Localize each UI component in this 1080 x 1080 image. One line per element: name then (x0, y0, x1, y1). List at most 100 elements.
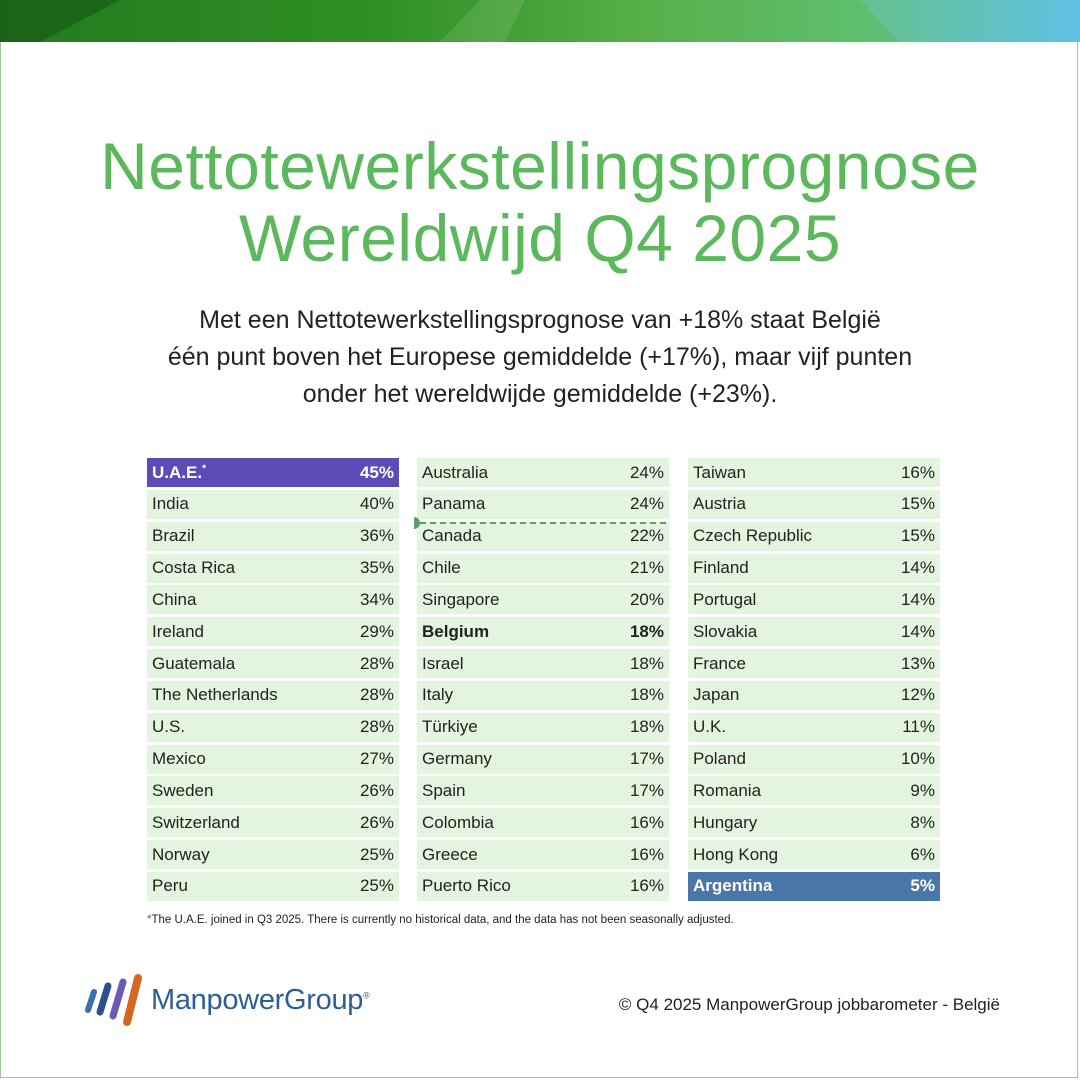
country-label: Slovakia (693, 621, 758, 641)
country-name: Japan (693, 685, 739, 705)
table-row: China 34% (147, 585, 399, 615)
header-gradient-band (0, 0, 1080, 42)
table-row: Czech Republic 15% (688, 521, 940, 551)
country-label: Hungary (693, 812, 758, 832)
country-label: Costa Rica (152, 558, 236, 578)
table-row: Austria 15% (688, 489, 940, 519)
forecast-value: 22% (629, 526, 664, 546)
forecast-value: 21% (629, 558, 664, 578)
country-name: U.K. (693, 717, 726, 737)
country-name: India (152, 494, 189, 514)
country-name: U.S. (152, 717, 185, 737)
table-row: Costa Rica 35% (147, 553, 399, 583)
country-label: China (152, 589, 197, 609)
manpowergroup-logo-icon (85, 974, 142, 1026)
forecast-value: 45% (359, 462, 394, 482)
country-label: Czech Republic (693, 526, 813, 546)
table-row: Chile 21% (417, 553, 669, 583)
country-name: Chile (422, 558, 461, 578)
table-row: U.K. 11% (688, 712, 940, 742)
forecast-value: 24% (629, 462, 664, 482)
forecast-value: 18% (629, 653, 664, 673)
country-label: Mexico (152, 749, 206, 769)
country-name: Italy (422, 685, 453, 705)
table-row: Portugal 14% (688, 585, 940, 615)
forecast-value: 25% (359, 844, 394, 864)
country-label: Brazil (152, 526, 195, 546)
forecast-value: 17% (629, 780, 664, 800)
country-label: Norway (152, 844, 210, 864)
table-row: Puerto Rico 16% (417, 871, 669, 901)
forecast-value: 15% (900, 494, 935, 514)
footnote-text: The U.A.E. joined in Q3 2025. There is c… (151, 914, 734, 926)
country-label: Israel (422, 653, 464, 673)
country-name: Costa Rica (152, 558, 235, 578)
country-name: Slovakia (693, 622, 757, 642)
manpowergroup-logo-text: ManpowerGroup® (151, 984, 370, 1017)
country-label: U.K. (693, 717, 727, 737)
footnote-marker: * (147, 914, 152, 926)
table-row: Italy 18% (417, 680, 669, 710)
country-name: Puerto Rico (422, 876, 511, 896)
country-label: U.A.E. (152, 462, 203, 482)
logo-wordmark: ManpowerGroup (151, 984, 364, 1016)
country-label: Romania (693, 780, 762, 800)
country-label: Panama (422, 494, 486, 514)
country-name: Guatemala (152, 654, 235, 674)
forecast-value: 8% (910, 812, 935, 832)
forecast-value: 25% (359, 876, 394, 896)
table-row: Israel 18% (417, 649, 669, 679)
country-name: Austria (693, 494, 746, 514)
forecast-value: 35% (359, 558, 394, 578)
country-name: Belgium (422, 622, 489, 642)
table-row: Hungary 8% (688, 808, 940, 838)
country-label: The Netherlands (152, 685, 278, 705)
country-name: Greece (422, 845, 478, 865)
forecast-value: 12% (900, 685, 935, 705)
forecast-value: 16% (900, 462, 935, 482)
country-name: Romania (693, 781, 761, 801)
forecast-value: 26% (359, 812, 394, 832)
country-name: Portugal (693, 590, 756, 610)
band-facets (0, 0, 1080, 42)
forecast-value: 20% (629, 589, 664, 609)
registered-mark: ® (363, 990, 370, 1001)
forecast-value: 28% (359, 685, 394, 705)
country-label: U.S. (152, 717, 186, 737)
subtitle-line: onder het wereldwijde gemiddelde (+23%). (302, 380, 778, 408)
forecast-value: 24% (629, 494, 664, 514)
country-name: Czech Republic (693, 526, 812, 546)
country-label: Japan (693, 685, 740, 705)
country-label: Spain (422, 780, 466, 800)
table-row: Canada 22% (417, 521, 669, 551)
country-name: Mexico (152, 749, 206, 769)
footnote: *The U.A.E. joined in Q3 2025. There is … (147, 914, 734, 926)
table-row: Norway 25% (147, 840, 399, 870)
forecast-value: 26% (359, 780, 394, 800)
country-name: France (693, 654, 746, 674)
table-row: Panama 24% (417, 489, 669, 519)
forecast-value: 27% (359, 749, 394, 769)
country-label: Hong Kong (693, 844, 779, 864)
table-row: Türkiye 18% (417, 712, 669, 742)
table-row: Poland 10% (688, 744, 940, 774)
country-name: Ireland (152, 622, 204, 642)
country-label: Colombia (422, 812, 494, 832)
forecast-value: 28% (359, 717, 394, 737)
country-label: Türkiye (422, 717, 478, 737)
average-marker-dot (414, 517, 420, 529)
country-name: Norway (152, 845, 210, 865)
country-name: U.A.E.* (152, 463, 206, 483)
forecast-value: 28% (359, 653, 394, 673)
forecast-value: 10% (900, 749, 935, 769)
footnote-marker: * (202, 462, 206, 474)
table-column-2: Australia 24% Panama 24% Canada 22% Chile 21% Si… (417, 458, 669, 904)
forecast-value: 40% (359, 494, 394, 514)
table-row: Australia 24% (417, 458, 669, 487)
page-title-line2: Wereldwijd Q4 2025 (238, 201, 842, 275)
table-column-1: U.A.E.* 45% India 40% Brazil 36% Costa Rica 35%… (147, 458, 399, 904)
table-row: Spain 17% (417, 776, 669, 806)
country-label: Germany (422, 749, 492, 769)
country-label: Ireland (152, 621, 204, 641)
country-label: Singapore (422, 589, 500, 609)
